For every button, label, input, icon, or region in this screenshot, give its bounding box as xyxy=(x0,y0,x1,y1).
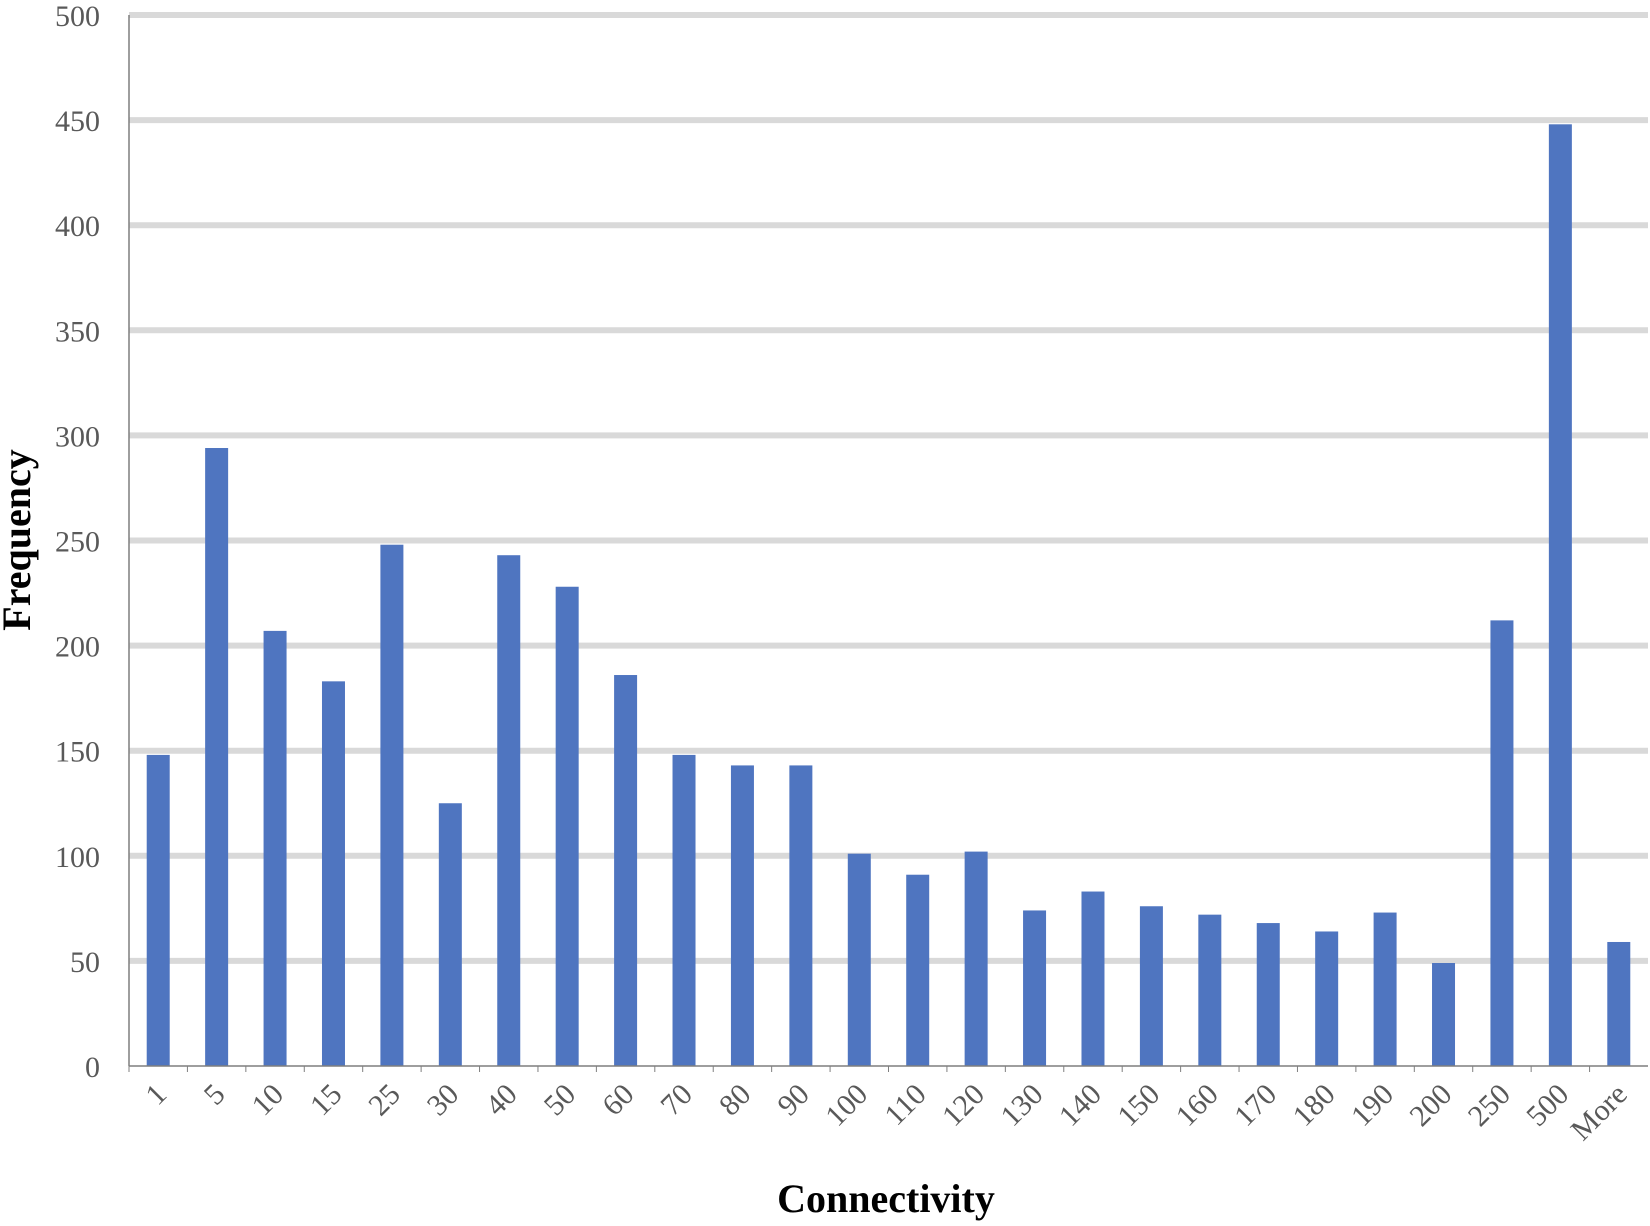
x-tick-label-50: 50 xyxy=(538,1078,583,1123)
bar-40 xyxy=(497,555,521,1066)
bar-180 xyxy=(1315,931,1339,1066)
bar-100 xyxy=(847,853,871,1066)
x-tick-label-130: 130 xyxy=(994,1078,1049,1133)
y-tick-label-200: 200 xyxy=(55,631,100,664)
x-tick-label-120: 120 xyxy=(936,1078,991,1133)
x-tick-label-190: 190 xyxy=(1345,1078,1400,1133)
bar-170 xyxy=(1256,923,1280,1066)
x-tick-label-30: 30 xyxy=(421,1078,466,1123)
x-tick-label-250: 250 xyxy=(1462,1078,1517,1133)
bar-160 xyxy=(1198,914,1222,1066)
bar-120 xyxy=(964,851,988,1066)
x-axis-title: Connectivity xyxy=(777,1176,995,1221)
bar-10 xyxy=(263,630,287,1066)
bar-15 xyxy=(321,681,345,1066)
bar-30 xyxy=(438,803,462,1066)
bar-200 xyxy=(1432,963,1456,1066)
bar-500 xyxy=(1548,124,1572,1066)
x-tick-label-150: 150 xyxy=(1111,1078,1166,1133)
x-tick-label-200: 200 xyxy=(1403,1078,1458,1133)
y-axis-title: Frequency xyxy=(0,449,39,630)
bar-5 xyxy=(205,448,229,1067)
x-tick-label-40: 40 xyxy=(479,1078,524,1123)
x-tick-label-140: 140 xyxy=(1053,1078,1108,1133)
gridlines xyxy=(129,12,1648,964)
y-tick-label-0: 0 xyxy=(85,1051,100,1084)
x-tick-label-10: 10 xyxy=(245,1078,290,1123)
x-tick-label-90: 90 xyxy=(771,1078,816,1123)
bar-70 xyxy=(672,754,696,1066)
y-tick-labels: 0 50 100 150 200 250 300 350 400 450 500 xyxy=(55,0,100,1084)
y-tick-label-400: 400 xyxy=(55,210,100,243)
bar-130 xyxy=(1023,910,1047,1066)
y-tick-label-500: 500 xyxy=(55,0,100,33)
bar-140 xyxy=(1081,891,1105,1066)
x-tick-label-170: 170 xyxy=(1228,1078,1283,1133)
bar-80 xyxy=(730,765,754,1066)
x-tick-label-25: 25 xyxy=(362,1078,407,1123)
x-tick-label-180: 180 xyxy=(1286,1078,1341,1133)
bar-60 xyxy=(614,675,638,1066)
bars xyxy=(146,124,1631,1067)
y-tick-label-100: 100 xyxy=(55,841,100,874)
bar-50 xyxy=(555,586,579,1066)
x-tick-label-100: 100 xyxy=(819,1078,874,1133)
bar-more xyxy=(1607,941,1631,1066)
x-tick-label-60: 60 xyxy=(596,1078,641,1123)
x-tick-label-more: More xyxy=(1564,1078,1633,1147)
bar-250 xyxy=(1490,620,1514,1066)
x-tick-labels: 1 5 10 15 25 30 40 50 60 70 80 90 100 110 120 130 140 150… xyxy=(139,1078,1634,1147)
y-tick-label-150: 150 xyxy=(55,736,100,769)
bar-25 xyxy=(380,544,404,1066)
y-tick-label-50: 50 xyxy=(70,946,100,979)
bar-1 xyxy=(146,754,170,1066)
x-tick-label-160: 160 xyxy=(1170,1078,1225,1133)
x-tick-label-5: 5 xyxy=(198,1078,232,1112)
x-tick-label-1: 1 xyxy=(139,1078,173,1112)
x-tick-label-80: 80 xyxy=(713,1078,758,1123)
y-tick-label-350: 350 xyxy=(55,315,100,348)
bar-190 xyxy=(1373,912,1397,1066)
y-tick-label-450: 450 xyxy=(55,105,100,138)
x-tick-label-110: 110 xyxy=(878,1078,932,1132)
y-tick-label-250: 250 xyxy=(55,526,100,559)
y-tick-label-300: 300 xyxy=(55,420,100,453)
bar-110 xyxy=(906,874,930,1066)
axes xyxy=(128,15,1648,1072)
x-tick-label-70: 70 xyxy=(654,1078,699,1123)
bar-90 xyxy=(789,765,813,1066)
bar-150 xyxy=(1139,906,1163,1066)
x-tick-label-15: 15 xyxy=(304,1078,349,1123)
